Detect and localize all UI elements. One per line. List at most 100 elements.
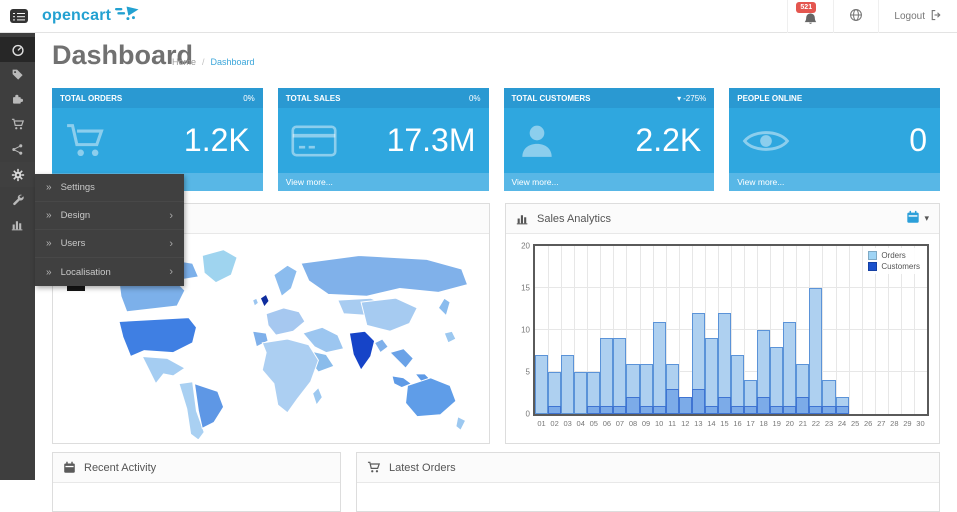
tile-body: 1.2K	[52, 108, 263, 173]
sales-chart-plot: 0 5 10 15 20 01 02 03 04 05 06 07 08 09 10 11 12 13 14 15 16…	[521, 242, 929, 428]
double-chevron-icon: »	[46, 210, 52, 221]
notifications-button[interactable]: 521	[787, 0, 833, 33]
opencart-logo[interactable]: opencart	[42, 6, 139, 26]
x-axis-tick-label: 20	[785, 419, 794, 428]
sales-chart-body: 0 5 10 15 20 01 02 03 04 05 06 07 08 09 10 11 12 13 14 15 16…	[506, 234, 939, 443]
tile-header: PEOPLE ONLINE	[729, 88, 940, 108]
sidebar-item-system[interactable]	[0, 162, 35, 187]
x-axis-tick-label: 21	[798, 419, 808, 428]
x-axis-tick-label: 14	[707, 419, 716, 428]
tile-change: 0%	[469, 94, 481, 103]
breadcrumb-home-link[interactable]: Home	[172, 57, 197, 67]
bar-orders-03	[561, 355, 575, 414]
tile-title: TOTAL CUSTOMERS	[511, 93, 591, 103]
calendar-icon	[906, 210, 920, 227]
tile-total-customers: TOTAL CUSTOMERS ▾ -275% 2.2K View more...	[503, 88, 715, 191]
tile-change: ▾ -275%	[677, 94, 706, 103]
sidebar-item-dashboard[interactable]	[0, 37, 35, 62]
bar-customers-12	[678, 397, 692, 414]
bar-customers-08	[626, 397, 640, 414]
bar-customers-17	[744, 405, 758, 414]
sales-analytics-header: Sales Analytics ▾	[506, 204, 939, 234]
y-axis-tick-label: 10	[521, 325, 530, 335]
tile-value: 0	[909, 122, 927, 158]
gridline	[535, 287, 927, 288]
share-icon	[11, 143, 24, 156]
bar-customers-23	[822, 405, 836, 414]
legend-entry: Customers	[868, 262, 920, 271]
x-axis-tick-label: 01	[537, 419, 546, 428]
tile-people-online: PEOPLE ONLINE 0 View more...	[729, 88, 940, 191]
system-menu-item-users[interactable]: » Users ›	[35, 230, 184, 258]
x-axis-tick-label: 12	[681, 419, 690, 428]
recent-activity-header: Recent Activity	[53, 453, 340, 483]
gridline	[574, 246, 576, 414]
sales-analytics-title: Sales Analytics	[537, 212, 611, 225]
cart-icon	[11, 118, 25, 131]
tile-change: 0%	[243, 94, 255, 103]
sidebar-item-extensions[interactable]	[0, 87, 35, 112]
legend-entry: Orders	[868, 251, 920, 260]
x-axis-tick-label: 29	[903, 419, 912, 428]
menu-item-label: Users	[60, 238, 86, 249]
legend-swatch	[868, 262, 878, 271]
menu-toggle-icon[interactable]	[10, 9, 28, 23]
gridline	[535, 329, 927, 330]
bar-customers-13	[691, 388, 705, 414]
x-axis-tick-label: 07	[615, 419, 625, 428]
legend-label: Orders	[881, 251, 906, 260]
chart-range-dropdown[interactable]: ▾	[906, 210, 929, 227]
breadcrumb-current-link[interactable]: Dashboard	[210, 57, 255, 67]
tag-icon	[11, 68, 24, 81]
tile-view-more-link[interactable]: View more...	[729, 173, 940, 191]
sidebar-item-reports[interactable]	[0, 212, 35, 237]
bar-customers-02	[548, 405, 562, 414]
x-axis-tick-label: 30	[916, 419, 925, 428]
logout-button[interactable]: Logout	[878, 0, 957, 33]
top-header: opencart 521 Logout	[0, 0, 957, 33]
tile-title: TOTAL ORDERS	[60, 93, 123, 103]
store-front-button[interactable]	[833, 0, 878, 33]
breadcrumb-separator: /	[202, 57, 205, 67]
credit-card-icon	[291, 123, 337, 159]
system-menu-item-design[interactable]: » Design ›	[35, 202, 184, 230]
sidebar-item-catalog[interactable]	[0, 62, 35, 87]
eye-icon	[742, 126, 790, 156]
cart-large-icon	[65, 122, 109, 160]
latest-orders-header: Latest Orders	[357, 453, 939, 483]
gridline	[639, 246, 641, 414]
tile-change-value: 0%	[243, 93, 255, 103]
tile-view-more-link[interactable]: View more...	[277, 173, 489, 191]
sidebar-item-tools[interactable]	[0, 187, 35, 212]
tachometer-icon	[11, 43, 25, 57]
bar-customers-09	[639, 405, 653, 414]
system-menu-item-settings[interactable]: » Settings	[35, 174, 184, 202]
bar-customers-15	[717, 397, 731, 414]
sidebar-item-marketing[interactable]	[0, 137, 35, 162]
cart-icon	[367, 461, 381, 474]
breadcrumb: Home / Dashboard	[172, 57, 255, 67]
x-axis-tick-label: 09	[641, 419, 651, 428]
sidebar-nav	[0, 33, 35, 480]
gear-icon	[11, 168, 25, 182]
bar-customers-05	[587, 405, 601, 414]
recent-activity-panel: Recent Activity	[52, 452, 341, 512]
gridline	[600, 246, 602, 414]
gridline	[861, 246, 863, 414]
bar-customers-06	[600, 405, 614, 414]
bar-orders-14	[704, 338, 718, 414]
sidebar-item-sales[interactable]	[0, 112, 35, 137]
tile-view-more-link[interactable]: View more...	[503, 173, 715, 191]
gridline	[548, 246, 550, 414]
tile-value: 1.2K	[183, 122, 250, 158]
x-axis-tick-label: 02	[550, 419, 559, 428]
notification-badge: 521	[796, 2, 817, 13]
bell-icon	[803, 12, 818, 30]
globe-icon	[849, 8, 863, 25]
system-menu-item-localisation[interactable]: » Localisation ›	[35, 258, 184, 286]
x-axis-tick-label: 24	[837, 419, 847, 428]
wrench-icon	[11, 193, 24, 206]
tile-title: TOTAL SALES	[285, 93, 341, 103]
tile-body: 17.3M	[277, 108, 489, 173]
